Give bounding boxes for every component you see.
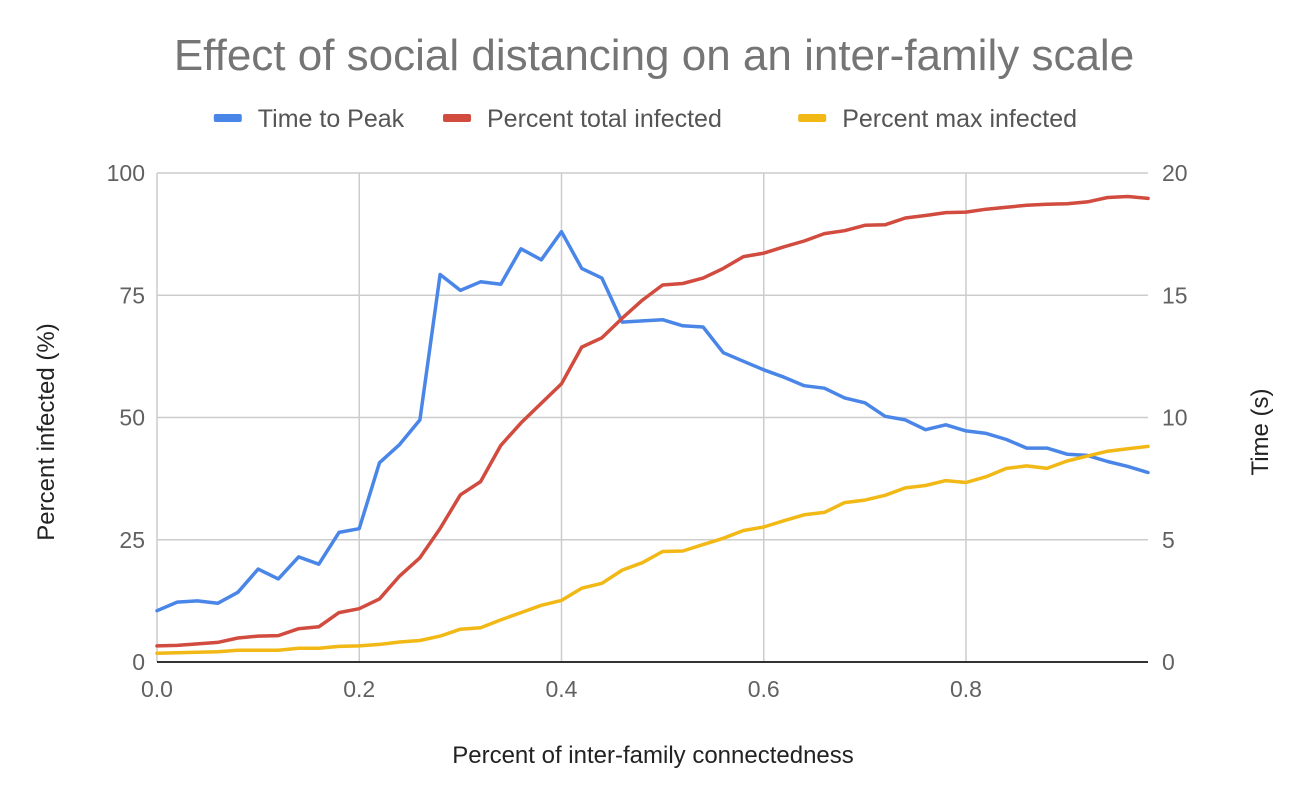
legend-swatch-percent-max-infected <box>798 114 827 122</box>
legend-swatch-time-to-peak <box>213 114 242 122</box>
y-right-tick-label: 15 <box>1162 282 1188 308</box>
series-line-time-to-peak <box>155 229 1150 613</box>
x-tick-label: 0.4 <box>545 676 577 702</box>
tick-labels: 0 25 50 75 100 0 5 10 15 20 0.0 0.2 0.4 0.6 0.8 <box>107 160 1188 702</box>
y-right-tick-label: 0 <box>1162 649 1175 675</box>
x-axis-label: Percent of inter-family connectedness <box>452 742 854 769</box>
y-axis-label-right: Time (s) <box>1247 388 1274 475</box>
x-tick-label: 0.6 <box>748 676 780 702</box>
legend-label-percent-max-infected: Percent max infected <box>842 105 1077 133</box>
y-left-tick-label: 50 <box>119 405 145 431</box>
y-left-tick-label: 100 <box>107 160 145 186</box>
series-line-percent-max-infected <box>155 444 1150 655</box>
y-axis-label-left: Percent infected (%) <box>33 323 60 540</box>
x-tick-label: 0.0 <box>141 676 173 702</box>
y-right-tick-label: 10 <box>1162 405 1188 431</box>
chart-title: Effect of social distancing on an inter-… <box>174 31 1134 80</box>
y-right-tick-label: 5 <box>1162 527 1175 553</box>
series-lines <box>155 194 1150 655</box>
legend-label-percent-total-infected: Percent total infected <box>487 105 722 133</box>
gridlines <box>156 172 1148 663</box>
y-left-tick-label: 75 <box>119 282 145 308</box>
legend-label-time-to-peak: Time to Peak <box>258 105 405 133</box>
series-line-percent-total-infected <box>155 194 1150 648</box>
y-left-tick-label: 0 <box>132 649 145 675</box>
legend-swatch-percent-total-infected <box>443 114 471 122</box>
legend: Time to Peak Percent total infected Percen… <box>213 105 1077 133</box>
x-tick-label: 0.8 <box>950 676 982 702</box>
y-right-tick-label: 20 <box>1162 160 1188 186</box>
y-left-tick-label: 25 <box>119 527 145 553</box>
x-tick-label: 0.2 <box>343 676 375 702</box>
